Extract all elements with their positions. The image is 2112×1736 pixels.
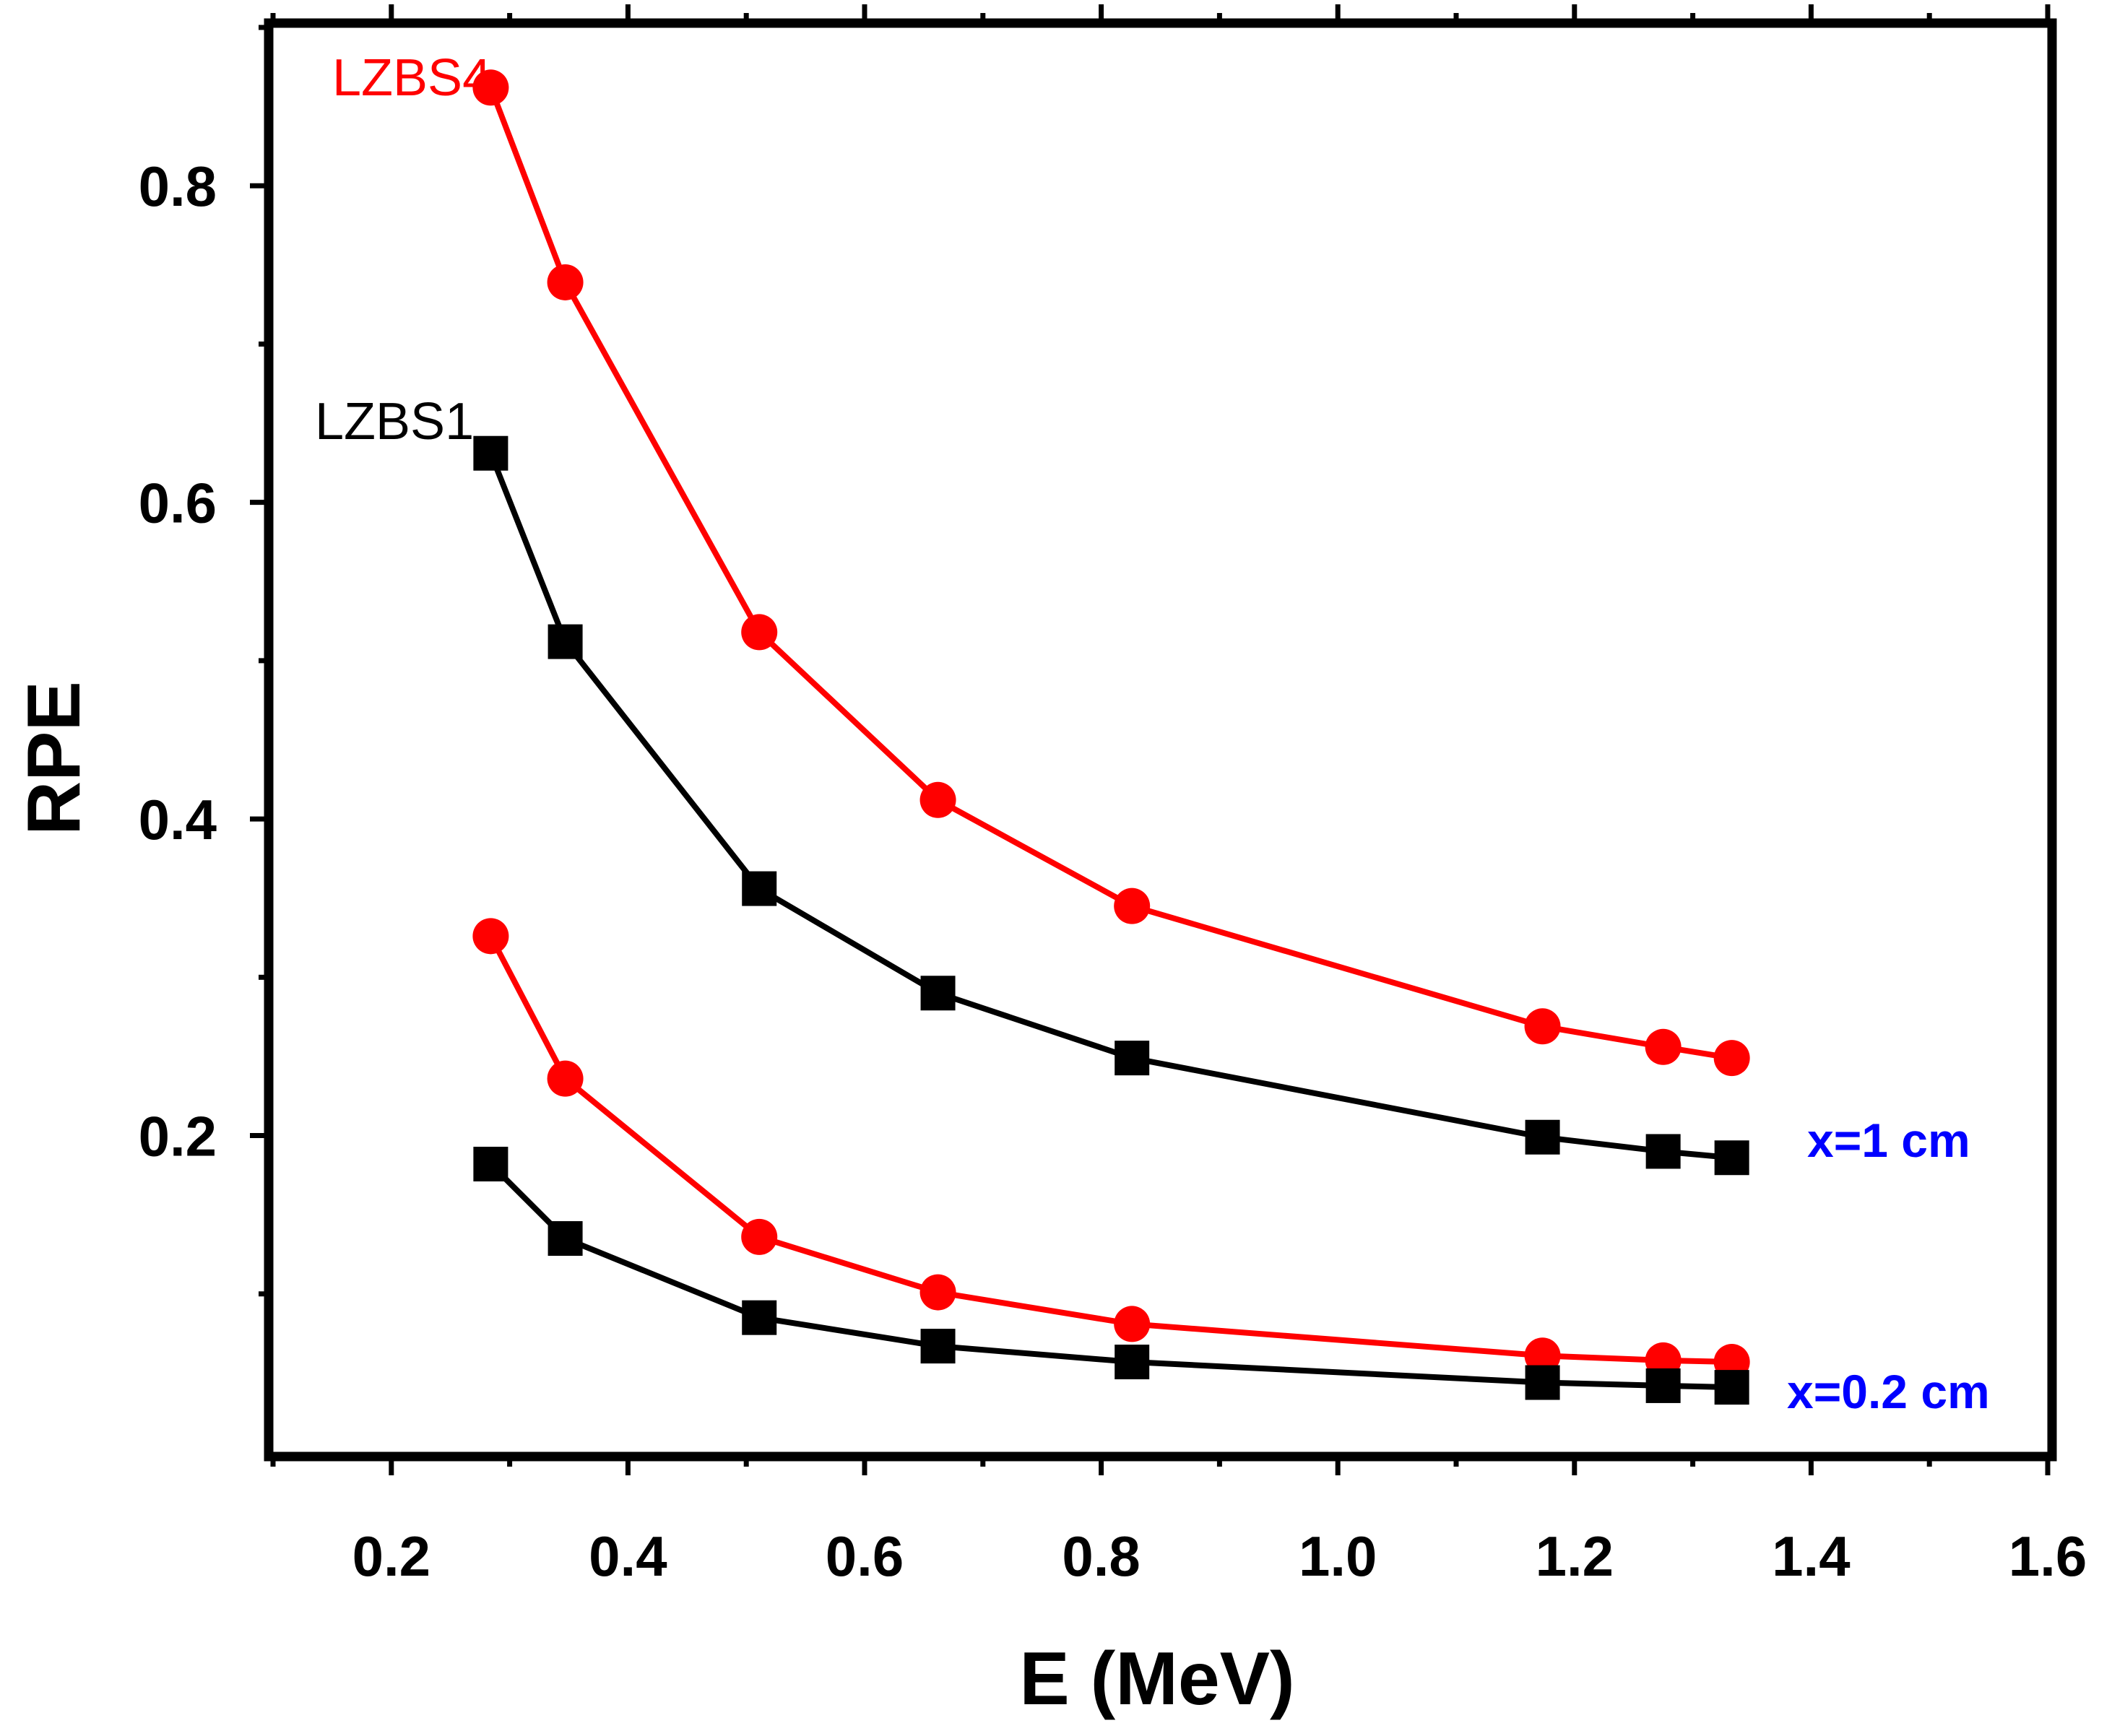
data-point xyxy=(547,1060,584,1097)
x-tick-label: 1.2 xyxy=(1536,1524,1614,1588)
data-point xyxy=(742,1300,777,1335)
x-tick-label: 1.6 xyxy=(2009,1524,2087,1588)
data-point xyxy=(548,1221,583,1257)
series-lzbs4-1cm xyxy=(472,69,1750,1077)
x-tick-label: 0.4 xyxy=(589,1524,667,1588)
data-point xyxy=(1524,1337,1561,1374)
y-axis-title: RPE xyxy=(12,681,96,836)
series-line xyxy=(488,86,1733,1062)
data-point xyxy=(919,1274,956,1311)
data-point xyxy=(741,1218,778,1255)
data-point xyxy=(919,781,956,818)
label-lzbs4: LZBS4 xyxy=(332,49,491,107)
data-point xyxy=(473,435,508,471)
data-point xyxy=(472,69,509,106)
series-lzbs4-02cm xyxy=(472,918,1750,1381)
data-point xyxy=(547,264,584,300)
data-point xyxy=(1115,1345,1150,1380)
axis-ticks xyxy=(250,4,2051,1475)
y-tick-label: 0.2 xyxy=(139,1105,217,1168)
data-point xyxy=(920,976,956,1011)
series-lzbs1-1cm xyxy=(473,435,1749,1176)
label-thickness-1cm: x=1 cm xyxy=(1807,1114,1970,1167)
series-line xyxy=(488,934,1732,1366)
data-point xyxy=(1114,1306,1151,1342)
x-axis-title: E (MeV) xyxy=(1019,1637,1294,1721)
data-point xyxy=(1713,1040,1750,1077)
series-layer xyxy=(472,69,1750,1405)
data-point xyxy=(1114,887,1151,924)
data-point xyxy=(1525,1365,1560,1400)
data-point xyxy=(1525,1119,1560,1155)
series-lzbs1-02cm xyxy=(473,1147,1749,1405)
y-tick-label: 0.8 xyxy=(139,155,217,218)
data-point xyxy=(742,871,777,906)
y-tick-labels: 0.2 0.4 0.6 0.8 xyxy=(139,155,217,1168)
data-point xyxy=(472,918,509,955)
data-point xyxy=(473,1147,508,1182)
y-tick-label: 0.4 xyxy=(139,788,217,851)
y-tick-label: 0.6 xyxy=(139,472,217,535)
x-tick-label: 0.6 xyxy=(826,1524,904,1588)
label-thickness-02cm: x=0.2 cm xyxy=(1787,1365,1990,1418)
x-tick-label: 1.0 xyxy=(1299,1524,1377,1588)
x-tick-labels: 0.2 0.4 0.6 0.8 1.0 1.2 1.4 1.6 xyxy=(352,1524,2087,1588)
data-point xyxy=(1645,1134,1681,1169)
series-line xyxy=(488,1162,1732,1391)
label-lzbs1: LZBS1 xyxy=(315,393,474,451)
data-point xyxy=(1524,1008,1561,1045)
x-tick-label: 0.8 xyxy=(1062,1524,1140,1588)
data-point xyxy=(920,1329,956,1364)
data-point xyxy=(1714,1140,1749,1176)
data-point xyxy=(1115,1041,1150,1076)
data-point xyxy=(1645,1028,1682,1065)
x-tick-label: 1.4 xyxy=(1772,1524,1850,1588)
data-point xyxy=(1714,1370,1749,1405)
series-line xyxy=(488,452,1733,1161)
data-point xyxy=(741,614,778,651)
data-point xyxy=(1645,1368,1681,1403)
x-tick-label: 0.2 xyxy=(352,1524,430,1588)
plot-frame xyxy=(264,18,2057,1462)
data-point xyxy=(548,624,583,659)
